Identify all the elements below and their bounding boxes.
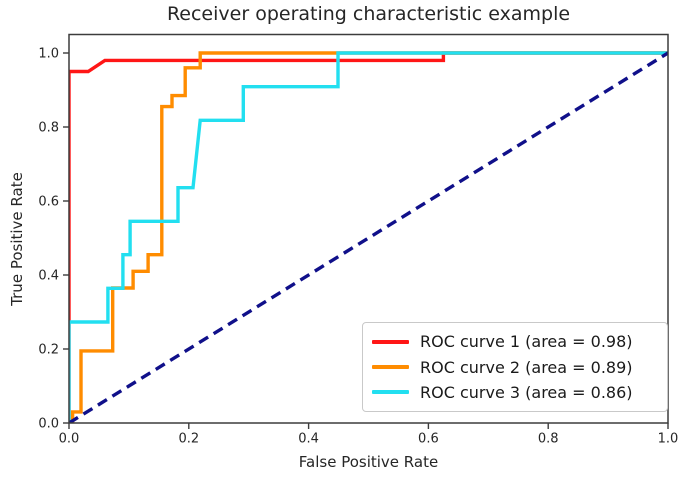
roc-curve-3-line: [69, 51, 668, 423]
x-tick-label: 1.0: [658, 432, 679, 447]
y-tick-label: 0.0: [38, 417, 59, 432]
y-axis-label: True Positive Rate: [8, 172, 26, 306]
legend-item: ROC curve 2 (area = 0.89): [372, 358, 658, 377]
x-tick-label: 0.4: [298, 432, 319, 447]
legend-item: ROC curve 1 (area = 0.98): [372, 332, 658, 351]
x-tick-label: 0.6: [418, 432, 439, 447]
legend-swatch: [372, 365, 409, 369]
legend-swatch: [372, 390, 409, 395]
y-tick-label: 0.8: [38, 121, 59, 136]
y-tick-label: 0.6: [38, 195, 59, 210]
plot-border: [68, 33, 669, 424]
legend-swatch: [372, 339, 409, 344]
chance-diagonal-line: [69, 51, 668, 423]
legend-item-label: ROC curve 1 (area = 0.98): [420, 332, 633, 352]
x-tick-label: 0.2: [178, 432, 199, 447]
roc-curve-2-line: [69, 51, 668, 423]
y-tick-label: 1.0: [38, 47, 59, 62]
legend-item: ROC curve 3 (area = 0.86): [372, 383, 658, 402]
legend-item-label: ROC curve 3 (area = 0.86): [420, 382, 633, 402]
chart-title: Receiver operating characteristic exampl…: [166, 3, 571, 25]
legend-item-label: ROC curve 2 (area = 0.89): [420, 357, 633, 377]
y-tick-label: 0.4: [38, 269, 59, 284]
y-tick-label: 0.2: [38, 343, 59, 358]
legend-box: ROC curve 1 (area = 0.98) ROC curve 2 (ar…: [362, 322, 668, 412]
x-tick-label: 0.8: [538, 432, 559, 447]
x-axis-label: False Positive Rate: [298, 453, 439, 471]
x-tick-label: 0.0: [59, 432, 80, 447]
